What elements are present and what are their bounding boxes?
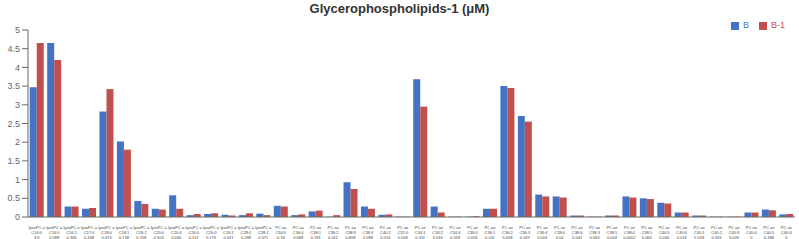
svg-text:PC aeC38:60.041: PC aeC38:60.041 — [572, 225, 584, 239]
svg-text:PC aeC34:40.018: PC aeC34:40.018 — [450, 225, 462, 239]
svg-text:PC aeC36:30.049: PC aeC36:30.049 — [519, 225, 531, 239]
svg-text:PC aeC34:10.311: PC aeC34:10.311 — [415, 225, 427, 239]
svg-text:PC aeC38:30.063: PC aeC38:30.063 — [589, 225, 601, 239]
svg-text:PC aeC38:50.004: PC aeC38:50.004 — [606, 225, 618, 239]
svg-text:2: 2 — [15, 137, 20, 147]
svg-text:lysoPC aC28:10.071: lysoPC aC28:10.071 — [255, 225, 272, 239]
svg-text:lysoPC aC20:40.046: lysoPC aC20:40.046 — [168, 225, 185, 239]
svg-text:4: 4 — [15, 63, 20, 73]
svg-text:PC aeC40:60: PC aeC40:60 — [781, 225, 791, 239]
svg-text:PC aeC40:30.026: PC aeC40:30.026 — [728, 225, 740, 239]
svg-text:PC aaC36:00.088: PC aaC36:00.088 — [293, 225, 305, 239]
svg-text:PC aeC40:50.188: PC aeC40:50.188 — [763, 225, 775, 239]
svg-text:lysoPC aC24:00.112: lysoPC aC24:00.112 — [186, 225, 203, 239]
svg-text:PC aeC40:10.018: PC aeC40:10.018 — [694, 225, 706, 239]
svg-text:lysoPC aC16:10.306: lysoPC aC16:10.306 — [64, 225, 81, 239]
svg-text:lysoPC aC18:10.138: lysoPC aC18:10.138 — [116, 225, 133, 239]
svg-text:lysoPC aC28:00.288: lysoPC aC28:00.288 — [238, 225, 255, 239]
svg-text:PC aeC38:00.04: PC aeC38:00.04 — [554, 225, 566, 239]
svg-text:3.5: 3.5 — [8, 81, 20, 91]
svg-text:PC aeC34:20.016: PC aeC34:20.016 — [432, 225, 444, 239]
svg-text:PC aeC38:40.0002: PC aeC38:40.0002 — [623, 225, 636, 239]
svg-text:1.5: 1.5 — [8, 156, 20, 166]
svg-text:PC aeC36:20.008: PC aeC36:20.008 — [502, 225, 514, 239]
svg-text:lysoPC aC18:20.158: lysoPC aC18:20.158 — [133, 225, 150, 239]
svg-text:PC aeC36:10.011: PC aeC36:10.011 — [484, 225, 496, 239]
svg-text:1: 1 — [15, 175, 20, 185]
svg-text:lysoPC aC18:00.413: lysoPC aC18:00.413 — [98, 225, 115, 239]
svg-text:0: 0 — [15, 212, 20, 222]
svg-text:0.5: 0.5 — [8, 193, 20, 203]
svg-text:lysoPC aC26:00.179: lysoPC aC26:00.179 — [203, 225, 220, 239]
svg-text:PC aeC40:40: PC aeC40:40 — [746, 225, 758, 239]
svg-text:5: 5 — [15, 25, 20, 35]
svg-text:PC aeC40:50.040: PC aeC40:50.040 — [659, 225, 671, 239]
svg-text:3: 3 — [15, 100, 20, 110]
svg-text:PC aeC36:40.504: PC aeC36:40.504 — [537, 225, 549, 239]
svg-text:PC aaC40:20.016: PC aaC40:20.016 — [380, 225, 392, 239]
svg-text:PC aaC34:00.18: PC aaC34:00.18 — [275, 225, 287, 239]
svg-text:PC aaC38:30.808: PC aaC38:30.808 — [345, 225, 357, 239]
html-text:B: B — [743, 20, 749, 30]
svg-text:PC aeC32:00.008: PC aeC32:00.008 — [397, 225, 409, 239]
html-text:Glycerophospholipids-1 (μM): Glycerophospholipids-1 (μM) — [309, 1, 490, 16]
svg-text:lysoPC aC16:00.588: lysoPC aC16:00.588 — [46, 225, 63, 239]
svg-text:PC aeC36:00.026: PC aeC36:00.026 — [467, 225, 479, 239]
svg-text:4.5: 4.5 — [8, 44, 20, 54]
svg-text:PC aaC38:10.181: PC aaC38:10.181 — [310, 225, 322, 239]
svg-text:lysoPC aC17:00.338: lysoPC aC17:00.338 — [81, 225, 98, 239]
svg-text:lysoPC aC26:10.041: lysoPC aC26:10.041 — [220, 225, 237, 239]
svg-text:PC aaC38:20.012: PC aaC38:20.012 — [327, 225, 339, 239]
svg-text:PC aeC38:50.064: PC aeC38:50.064 — [641, 225, 653, 239]
svg-text:lysoPC aC14:03.6: lysoPC aC14:03.6 — [29, 225, 46, 239]
html-text:B-1: B-1 — [771, 20, 785, 30]
svg-text:lysoPC aC20:00.503: lysoPC aC20:00.503 — [151, 225, 168, 239]
svg-text:2.5: 2.5 — [8, 119, 20, 129]
svg-text:PC aaC38:40.088: PC aaC38:40.088 — [362, 225, 374, 239]
svg-text:PC aeC40:20.316: PC aeC40:20.316 — [711, 225, 723, 239]
svg-text:PC aeC40:60.016: PC aeC40:60.016 — [676, 225, 688, 239]
